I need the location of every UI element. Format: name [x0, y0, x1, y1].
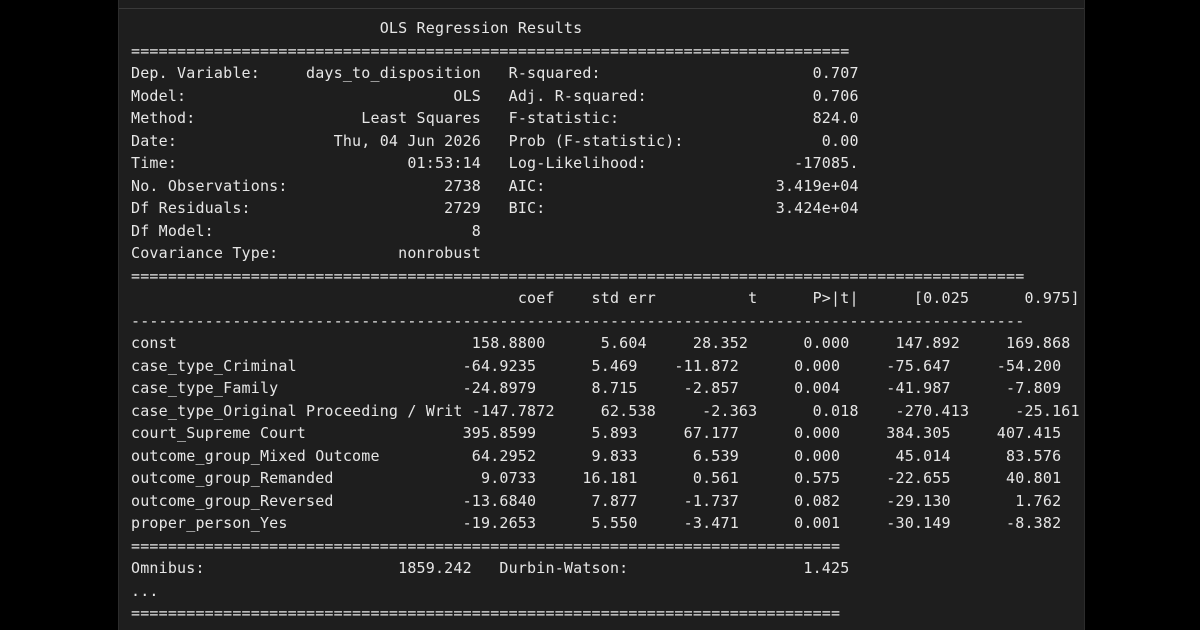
- notebook-output-cell: OLS Regression Results =================…: [118, 0, 1085, 630]
- summary-row: Dep. Variable: days_to_disposition R-squ…: [131, 64, 859, 82]
- separator-line: ========================================…: [131, 536, 841, 555]
- separator-line: ========================================…: [131, 41, 850, 60]
- table-title: OLS Regression Results: [131, 19, 841, 37]
- coef-row-case-type-criminal: case_type_Criminal -64.9235 5.469 -11.87…: [131, 356, 1062, 375]
- coef-row-const: const 158.8800 5.604 28.352 0.000 147.89…: [131, 334, 1071, 352]
- coef-row-court-supreme: court_Supreme Court 395.8599 5.893 67.17…: [131, 424, 1062, 442]
- summary-row: Df Residuals: 2729 BIC: 3.424e+04: [131, 199, 859, 217]
- coef-table-header: coef std err t P>|t| [0.025 0.975]: [131, 289, 1080, 307]
- separator-line: ========================================…: [131, 604, 841, 622]
- summary-row: No. Observations: 2738 AIC: 3.419e+04: [131, 176, 859, 195]
- coef-row-proper-person: proper_person_Yes -19.2653 5.550 -3.471 …: [131, 514, 1062, 532]
- regression-output[interactable]: OLS Regression Results =================…: [131, 17, 1080, 625]
- cell-top-border: [119, 0, 1084, 9]
- summary-row: Covariance Type: nonrobust: [131, 244, 859, 262]
- summary-row: Method: Least Squares F-statistic: 824.0: [131, 109, 859, 127]
- separator-line: ========================================…: [131, 266, 1025, 285]
- summary-row: Date: Thu, 04 Jun 2026 Prob (F-statistic…: [131, 131, 859, 150]
- summary-row: Model: OLS Adj. R-squared: 0.706: [131, 86, 859, 105]
- coef-row-case-type-original-proceeding: case_type_Original Proceeding / Writ -14…: [131, 401, 1080, 420]
- coef-row-case-type-family: case_type_Family -24.8979 8.715 -2.857 0…: [131, 379, 1062, 397]
- coef-row-reversed: outcome_group_Reversed -13.6840 7.877 -1…: [131, 491, 1062, 510]
- summary-row: Time: 01:53:14 Log-Likelihood: -17085.: [131, 154, 859, 172]
- diagnostics-row: Omnibus: 1859.242 Durbin-Watson: 1.425: [131, 559, 850, 577]
- coef-row-mixed-outcome: outcome_group_Mixed Outcome 64.2952 9.83…: [131, 446, 1062, 465]
- coef-row-remanded: outcome_group_Remanded 9.0733 16.181 0.5…: [131, 469, 1062, 487]
- truncated-ellipsis: ...: [131, 581, 159, 600]
- dash-separator-line: ----------------------------------------…: [131, 311, 1025, 330]
- summary-row: Df Model: 8: [131, 221, 859, 240]
